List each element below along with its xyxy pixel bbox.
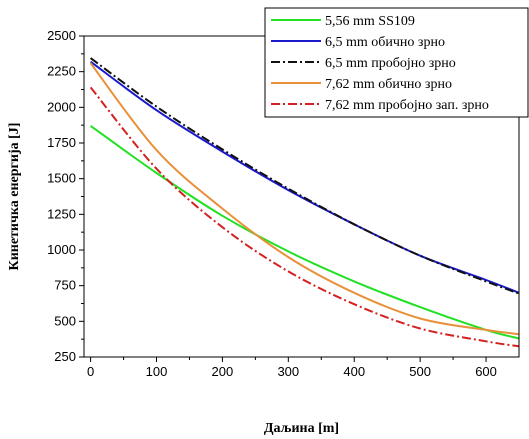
y-tick-label: 500 [54, 313, 76, 328]
y-tick-label: 250 [54, 349, 76, 364]
series-line-5 [89, 86, 520, 348]
series-lines [89, 57, 520, 348]
y-tick-label: 1500 [47, 171, 76, 186]
y-tick-label: 1250 [47, 206, 76, 221]
y-tick-label: 1000 [47, 242, 76, 257]
x-tick-label: 100 [146, 364, 168, 379]
legend-label: 7,62 mm пробојно зап. зрно [325, 98, 489, 113]
y-tick-label: 2000 [47, 99, 76, 114]
x-axis-title: Даљина [m] [264, 421, 339, 436]
series-line-4 [89, 62, 520, 336]
legend-label: 7,62 mm обично зрно [325, 77, 452, 92]
y-tick-label: 2250 [47, 64, 76, 79]
y-axis-title: Кинетичка енергија [J] [7, 123, 22, 271]
x-tick-label: 400 [343, 364, 365, 379]
legend-label: 5,56 mm SS109 [325, 14, 415, 29]
legend-label: 6,5 mm обично зрно [325, 35, 445, 50]
y-tick-label: 2500 [47, 28, 76, 43]
legend: 5,56 mm SS109 6,5 mm обично зрно 6,5 mm пр… [264, 7, 529, 118]
x-tick-label: 500 [409, 364, 431, 379]
y-tick-label: 1750 [47, 135, 76, 150]
x-tick-label: 600 [475, 364, 497, 379]
y-tick-label: 750 [54, 278, 76, 293]
legend-label: 6,5 mm пробојно зрно [325, 56, 456, 71]
axes: 0 100 200 300 400 500 600 250 500 750 1000 1250 1500… [47, 28, 497, 379]
series-line-2 [90, 60, 520, 294]
series-line-3 [90, 57, 520, 295]
x-tick-label: 300 [277, 364, 299, 379]
series-line-1 [90, 125, 520, 340]
x-tick-label: 200 [212, 364, 234, 379]
x-tick-label: 0 [87, 364, 94, 379]
